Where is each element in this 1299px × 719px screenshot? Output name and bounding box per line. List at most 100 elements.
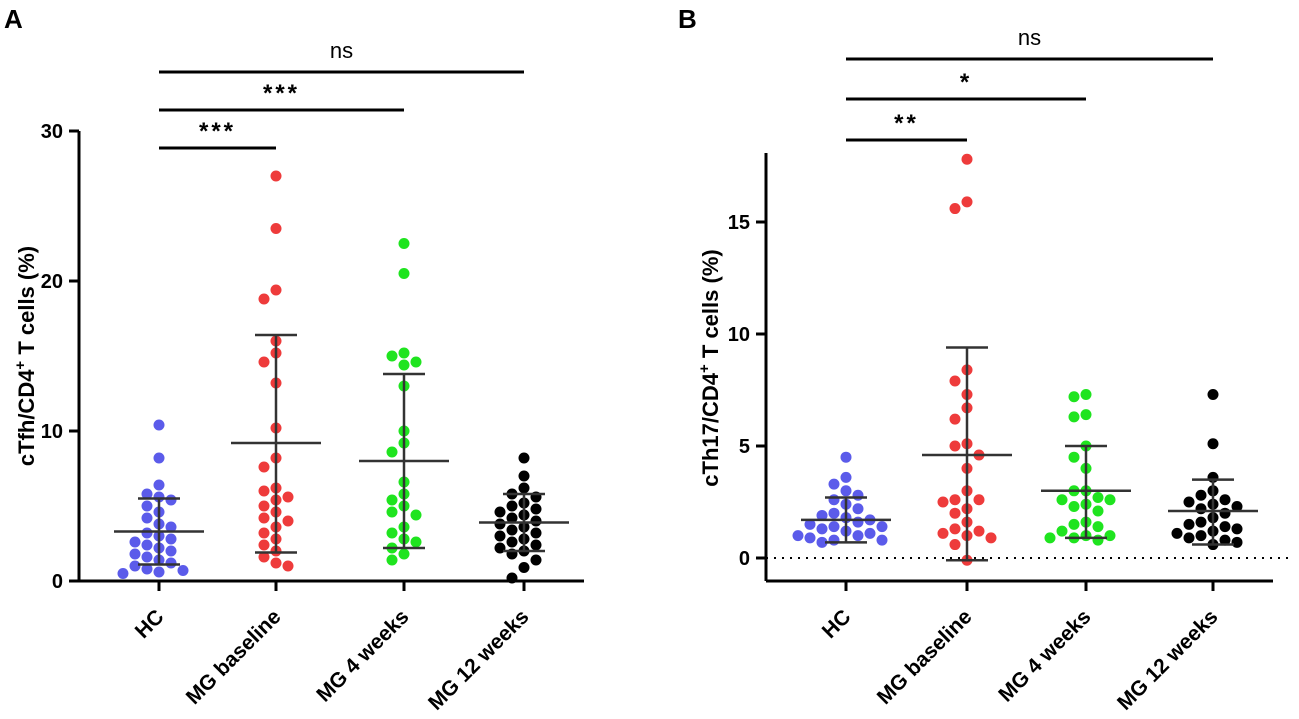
data-point [141, 539, 153, 551]
data-point [270, 223, 282, 234]
data-point [530, 554, 542, 566]
data-point [165, 533, 177, 545]
data-point [828, 494, 840, 506]
data-point [506, 536, 518, 548]
data-point [398, 268, 410, 279]
data-point [1104, 494, 1116, 506]
data-point [258, 539, 270, 551]
data-point [270, 557, 282, 569]
series-mg-4-weeks [1041, 388, 1131, 546]
data-point [129, 548, 141, 560]
data-point [961, 153, 973, 165]
data-point [1195, 516, 1207, 528]
data-point [1219, 507, 1231, 519]
y-tick-label: 5 [739, 436, 750, 458]
data-point [1195, 530, 1207, 542]
data-point [258, 500, 270, 512]
data-point [258, 551, 270, 563]
data-point [1183, 496, 1195, 508]
data-point [852, 489, 864, 501]
y-tick-label: 15 [728, 212, 750, 234]
significance-label: ns [1018, 25, 1041, 50]
series-mg-baseline [231, 170, 321, 572]
data-point [985, 532, 997, 544]
x-category-label: MG baseline [182, 605, 286, 709]
x-category-label: HC [131, 605, 169, 643]
series-mg-baseline [922, 153, 1012, 566]
data-point [804, 518, 816, 530]
data-point [949, 440, 961, 452]
data-point [864, 527, 876, 539]
data-point [937, 527, 949, 539]
data-point [1104, 530, 1116, 542]
panel-a: A 0 10 20 30 cTfh/CD4+ T cells (%) HC MG baseli… [4, 4, 584, 715]
y-axis-label-main: cTh17/CD4 [698, 372, 723, 486]
x-category-label: MG 4 weeks [994, 605, 1095, 706]
data-point [494, 506, 506, 518]
data-point [141, 551, 153, 563]
data-point [518, 562, 530, 573]
data-point [518, 470, 530, 482]
significance-label: *** [263, 80, 300, 107]
series-hc [114, 419, 204, 579]
data-point [153, 566, 165, 578]
x-category-label: MG baseline [873, 605, 977, 709]
x-category-label: MG 12 weeks [1113, 605, 1223, 715]
data-point [828, 521, 840, 533]
y-axis-label: cTfh/CD4+ T cells (%) [12, 246, 39, 466]
data-point [1080, 409, 1092, 421]
data-point [1092, 492, 1104, 504]
x-category-label: MG 4 weeks [312, 605, 413, 706]
data-point [840, 451, 852, 463]
data-point [1171, 527, 1183, 539]
data-point [949, 494, 961, 506]
significance-label: ** [894, 110, 919, 137]
data-point [816, 536, 828, 548]
data-point [129, 560, 141, 572]
data-point [840, 485, 852, 497]
data-point [961, 196, 973, 208]
y-axis-label-sup: + [12, 361, 29, 370]
data-point [949, 507, 961, 519]
data-point [386, 350, 398, 362]
data-point [398, 359, 410, 371]
data-point [117, 568, 129, 579]
data-point [1068, 411, 1080, 423]
data-point [129, 536, 141, 548]
y-tick-label: 0 [739, 548, 750, 570]
data-point [973, 525, 985, 537]
data-point [398, 238, 410, 249]
data-point [530, 515, 542, 527]
y-axis-label-tail: T cells (%) [14, 246, 39, 361]
data-point [386, 446, 398, 458]
data-point [153, 419, 165, 431]
data-point [282, 560, 294, 572]
data-point [398, 548, 410, 560]
data-point [386, 506, 398, 518]
data-point [153, 452, 165, 464]
data-point [506, 572, 518, 584]
data-point [1092, 534, 1104, 546]
y-axis-label-main: cTfh/CD4 [14, 369, 39, 466]
series-hc [792, 451, 891, 548]
y-tick-label: 30 [41, 121, 63, 143]
series-mg-4-weeks [359, 238, 449, 566]
data-point [1092, 521, 1104, 533]
data-point [973, 494, 985, 506]
data-point [1207, 438, 1219, 450]
data-point [1056, 525, 1068, 537]
data-point [165, 557, 177, 569]
data-point [282, 491, 294, 503]
panel-label: B [678, 4, 697, 34]
data-point [410, 536, 422, 548]
data-point [258, 293, 270, 305]
y-axis-label-tail: T cells (%) [698, 249, 723, 364]
data-point [1183, 518, 1195, 530]
data-point [828, 478, 840, 490]
data-point [937, 496, 949, 508]
data-point [386, 527, 398, 539]
data-point [1044, 532, 1056, 544]
y-tick-label: 10 [41, 421, 63, 443]
